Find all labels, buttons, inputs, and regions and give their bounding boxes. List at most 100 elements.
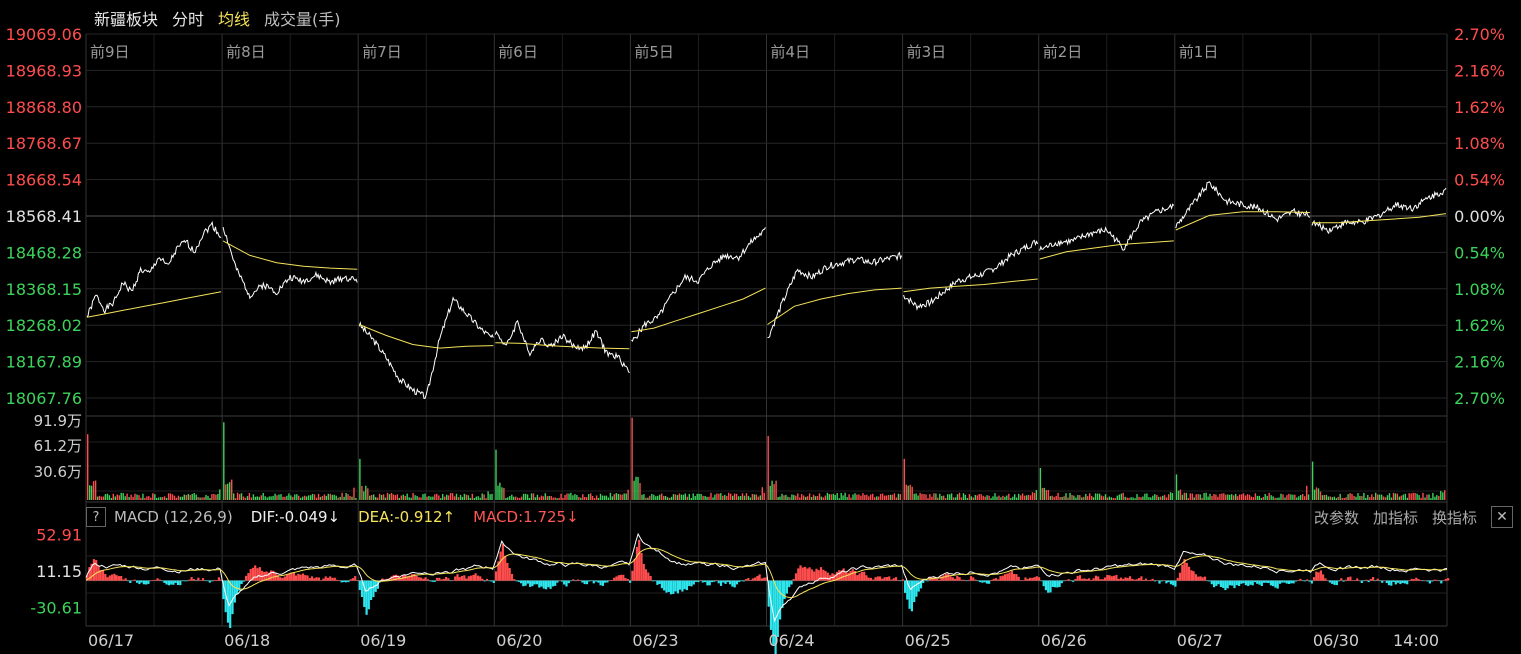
volume-bar [1126, 497, 1128, 500]
macd-bar [295, 575, 298, 581]
volume-bar [388, 494, 391, 500]
macd-bar [810, 569, 813, 581]
macd-bar [442, 578, 445, 581]
macd-bar [819, 567, 823, 581]
volume-bar [130, 494, 132, 500]
price-tick-label: 18868.80 [6, 98, 82, 117]
macd-bar [1113, 575, 1116, 581]
macd-bar [1135, 579, 1138, 581]
macd-bar [940, 576, 943, 581]
volume-bar [1408, 493, 1410, 500]
macd-bar [1190, 570, 1193, 581]
macd-bar [345, 580, 348, 583]
volume-bar [1306, 485, 1308, 500]
macd-bar [1026, 578, 1029, 581]
macd-bar [756, 575, 759, 581]
volume-bar [1337, 496, 1339, 500]
macd-bar [722, 580, 725, 583]
volume-bar [1134, 498, 1136, 500]
volume-bar [1233, 495, 1235, 500]
macd-bar [515, 580, 518, 582]
volume-bar [1353, 496, 1355, 500]
volume-bar [242, 496, 245, 500]
volume-bar [1262, 497, 1264, 500]
macd-bar [504, 555, 507, 581]
help-button[interactable]: ? [86, 507, 106, 527]
avg-line-day-8 [1039, 240, 1174, 260]
volume-bar [911, 486, 913, 500]
close-icon[interactable]: ✕ [1491, 506, 1513, 528]
avg-line-day-6 [767, 287, 902, 325]
volume-bar [974, 495, 976, 500]
macd-bar [992, 578, 995, 581]
volume-bar [694, 496, 696, 500]
macd-bar [297, 573, 300, 581]
macd-bar [445, 577, 448, 581]
volume-bar [207, 495, 209, 500]
volume-bar [1158, 496, 1160, 500]
macd-bar [129, 580, 132, 583]
macd-bar [1051, 580, 1054, 587]
macd-bar [399, 577, 402, 581]
macd-bar [742, 580, 745, 582]
volume-bar [1181, 494, 1184, 500]
volume-bar [582, 494, 584, 500]
volume-bar [355, 498, 357, 500]
macd-bar [1256, 580, 1259, 584]
macd-bar [1301, 580, 1304, 582]
macd-tick-label: 52.91 [36, 525, 82, 544]
macd-bar [1022, 580, 1025, 581]
macd-bar [1274, 580, 1277, 588]
macd-bar [165, 580, 168, 585]
macd-bar [1406, 580, 1409, 585]
macd-bar [613, 577, 616, 581]
volume-bar [1329, 496, 1331, 500]
macd-bar [1328, 580, 1331, 583]
macd-bar [1124, 577, 1127, 581]
macd-bar [915, 580, 918, 597]
volume-bar [1292, 494, 1294, 500]
macd-bar [1367, 580, 1370, 583]
macd-bar [206, 580, 209, 582]
volume-bar [779, 496, 781, 500]
macd-bar [1153, 580, 1157, 582]
volume-bar [292, 496, 294, 500]
volume-bar [189, 494, 191, 500]
macd-bar [644, 569, 648, 581]
volume-bar [1359, 496, 1361, 500]
volume-bar [323, 494, 326, 500]
volume-bar [830, 494, 832, 500]
macd-bar [261, 570, 264, 581]
volume-bar [481, 493, 483, 500]
volume-bar [278, 494, 280, 500]
switch-indicator-button[interactable]: 换指标 [1431, 508, 1477, 527]
volume-bar [536, 494, 539, 500]
tab-time-sharing[interactable]: 分时 [172, 10, 205, 29]
macd-bar [601, 580, 604, 586]
macd-bar [1040, 580, 1043, 582]
change-params-button[interactable]: 改参数 [1313, 508, 1359, 527]
macd-bar [1044, 580, 1047, 591]
volume-bar [1073, 495, 1075, 500]
volume-bar [866, 494, 868, 500]
macd-bar [176, 580, 180, 585]
macd-bar [672, 580, 675, 594]
add-indicator-button[interactable]: 加指标 [1372, 508, 1418, 527]
date-label: 06/27 [1177, 631, 1223, 650]
macd-bar [724, 580, 727, 584]
volume-bar [862, 493, 864, 500]
volume-bar [1023, 495, 1026, 500]
volume-bar [889, 494, 892, 500]
macd-bar [949, 576, 952, 581]
volume-bar [874, 497, 876, 500]
tab-average-line[interactable]: 均线 [218, 10, 251, 29]
macd-bar [883, 577, 886, 581]
volume-bar [690, 497, 692, 500]
macd-bar [354, 576, 357, 581]
pct-tick-label: 1.08% [1454, 280, 1505, 299]
volume-bar [420, 497, 422, 500]
tab-volume[interactable]: 成交量(手) [264, 10, 341, 29]
volume-bar [256, 496, 258, 500]
volume-bar [398, 497, 400, 500]
